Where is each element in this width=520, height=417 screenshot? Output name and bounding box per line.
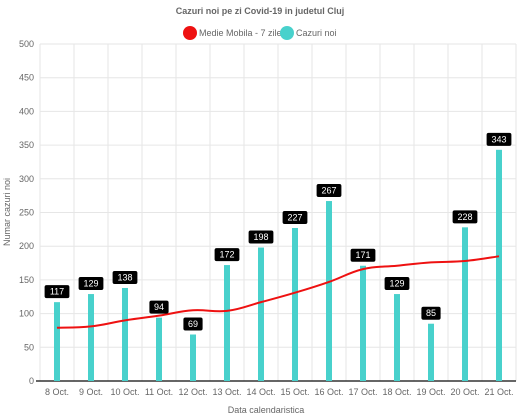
data-label-text: 228 bbox=[457, 212, 472, 222]
x-tick-label: 14 Oct. bbox=[246, 387, 275, 397]
bar[interactable] bbox=[122, 287, 128, 381]
data-label-text: 171 bbox=[355, 250, 370, 260]
x-axis-label: Data calendaristica bbox=[228, 405, 305, 415]
bars bbox=[54, 149, 502, 381]
bar[interactable] bbox=[462, 227, 468, 381]
y-tick-label: 400 bbox=[19, 106, 34, 116]
x-tick-label: 17 Oct. bbox=[348, 387, 377, 397]
data-labels: 117 129 138 94 69 172 198 227 267 171 129 85 228 343 bbox=[44, 132, 512, 331]
y-tick-label: 450 bbox=[19, 73, 34, 83]
x-tick-label: 11 Oct. bbox=[145, 387, 173, 397]
moving-average-line bbox=[56, 255, 500, 329]
bar[interactable] bbox=[394, 294, 400, 381]
data-label: 69 bbox=[183, 317, 203, 331]
data-label-box bbox=[350, 248, 376, 262]
data-label-text: 129 bbox=[389, 279, 404, 289]
y-tick-label: 500 bbox=[19, 39, 34, 49]
x-tick-label: 10 Oct. bbox=[110, 387, 139, 397]
x-tick-label: 8 Oct. bbox=[45, 387, 69, 397]
legend: Medie Mobila - 7 zile Cazuri noi bbox=[183, 26, 337, 40]
data-label: 171 bbox=[350, 248, 376, 262]
x-tick-label: 15 Oct. bbox=[280, 387, 309, 397]
chart-title: Cazuri noi pe zi Covid-19 in judetul Clu… bbox=[176, 6, 345, 16]
data-label: 129 bbox=[384, 277, 410, 291]
data-label-box bbox=[248, 230, 274, 244]
y-tick-label: 150 bbox=[19, 275, 34, 285]
data-label-box bbox=[78, 277, 104, 291]
x-tick-label: 12 Oct. bbox=[178, 387, 207, 397]
legend-item-bar[interactable]: Cazuri noi bbox=[280, 26, 337, 40]
data-label: 343 bbox=[486, 132, 512, 146]
data-label-text: 69 bbox=[188, 319, 198, 329]
x-tick-label: 21 Oct. bbox=[484, 387, 513, 397]
x-tick-label: 19 Oct. bbox=[416, 387, 445, 397]
data-label: 129 bbox=[78, 277, 104, 291]
bar[interactable] bbox=[224, 265, 230, 381]
data-label: 172 bbox=[214, 248, 240, 262]
data-label-text: 85 bbox=[426, 308, 436, 318]
data-label: 227 bbox=[282, 211, 308, 225]
data-label-box bbox=[149, 300, 169, 314]
data-label-box bbox=[421, 306, 441, 320]
legend-item-line[interactable]: Medie Mobila - 7 zile bbox=[183, 26, 282, 40]
bar[interactable] bbox=[54, 302, 60, 381]
y-tick-label: 250 bbox=[19, 208, 34, 218]
data-label: 117 bbox=[44, 285, 70, 299]
x-tick-label: 13 Oct. bbox=[212, 387, 241, 397]
x-tick-label: 16 Oct. bbox=[314, 387, 343, 397]
y-tick-label: 200 bbox=[19, 241, 34, 251]
bar[interactable] bbox=[190, 334, 196, 381]
legend-label-bar: Cazuri noi bbox=[296, 28, 337, 38]
data-label-text: 343 bbox=[491, 134, 506, 144]
legend-marker-line bbox=[183, 26, 197, 40]
x-tick-label: 20 Oct. bbox=[450, 387, 479, 397]
data-label-text: 94 bbox=[154, 302, 164, 312]
data-label-text: 129 bbox=[83, 279, 98, 289]
moving-average-path[interactable] bbox=[56, 255, 500, 329]
y-tick-label: 300 bbox=[19, 174, 34, 184]
bar[interactable] bbox=[156, 317, 162, 381]
bar[interactable] bbox=[292, 228, 298, 381]
bar[interactable] bbox=[326, 201, 332, 381]
x-tick-label: 9 Oct. bbox=[79, 387, 103, 397]
x-tick-label: 18 Oct. bbox=[382, 387, 411, 397]
bar[interactable] bbox=[88, 294, 94, 381]
data-label-text: 172 bbox=[219, 250, 234, 260]
data-label: 94 bbox=[149, 300, 169, 314]
x-ticks: 8 Oct. 9 Oct. 10 Oct. 11 Oct. 12 Oct. 13 Oct.… bbox=[45, 387, 514, 397]
data-label-box bbox=[112, 270, 138, 284]
data-label: 138 bbox=[112, 270, 138, 284]
data-label: 228 bbox=[452, 210, 478, 224]
bar[interactable] bbox=[496, 149, 502, 381]
data-label-text: 198 bbox=[253, 232, 268, 242]
y-tick-label: 350 bbox=[19, 140, 34, 150]
data-label-box bbox=[282, 211, 308, 225]
data-label-box bbox=[384, 277, 410, 291]
bar[interactable] bbox=[360, 265, 366, 381]
data-label-text: 227 bbox=[287, 213, 302, 223]
bar[interactable] bbox=[428, 323, 434, 381]
data-label: 267 bbox=[316, 184, 342, 198]
data-label-box bbox=[183, 317, 203, 331]
legend-label-line: Medie Mobila - 7 zile bbox=[199, 28, 282, 38]
data-label: 198 bbox=[248, 230, 274, 244]
data-label-text: 138 bbox=[117, 272, 132, 282]
y-tick-label: 100 bbox=[19, 309, 34, 319]
y-ticks: 0 50 100 150 200 250 300 350 400 450 500 bbox=[19, 39, 34, 386]
data-label: 85 bbox=[421, 306, 441, 320]
legend-marker-bar bbox=[280, 26, 294, 40]
data-label-text: 117 bbox=[50, 287, 64, 297]
data-label-box bbox=[316, 184, 342, 198]
grid bbox=[36, 43, 517, 382]
data-label-box bbox=[44, 285, 70, 299]
data-label-box bbox=[214, 248, 240, 262]
y-tick-label: 50 bbox=[24, 342, 34, 352]
data-label-box bbox=[486, 132, 512, 146]
y-tick-label: 0 bbox=[29, 376, 34, 386]
data-label-text: 267 bbox=[321, 186, 336, 196]
bar[interactable] bbox=[258, 247, 264, 381]
data-label-box bbox=[452, 210, 478, 224]
y-axis-label: Numar cazuri noi bbox=[2, 178, 12, 246]
